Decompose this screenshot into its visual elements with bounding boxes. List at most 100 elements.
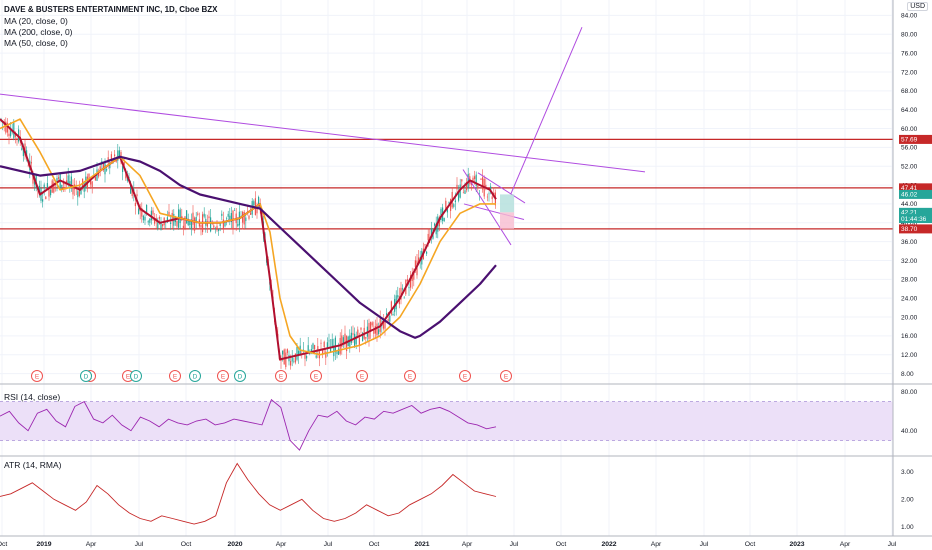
candle-body (179, 209, 181, 224)
candle-body (144, 216, 146, 221)
price-label-text: 01:44:36 (901, 216, 927, 223)
candle-body (314, 345, 316, 350)
candle-body (224, 221, 226, 227)
time-tick-label: Jul (888, 541, 897, 548)
trendline (463, 203, 525, 220)
legend-rsi[interactable]: RSI (14, close) (4, 392, 61, 402)
earnings-badge-label: E (279, 373, 284, 380)
candle-body (110, 154, 112, 161)
candle-body (320, 342, 322, 344)
candle-body (99, 166, 101, 171)
candle-body (184, 216, 186, 229)
trendlines (0, 27, 646, 246)
candle-body (322, 350, 324, 355)
candle-body (117, 150, 119, 161)
price-tick-label: 76.00 (901, 50, 918, 57)
time-tick-label: Oct (181, 541, 192, 548)
candle-body (21, 148, 23, 150)
candle-body (190, 219, 192, 230)
candle-body (34, 181, 36, 185)
atr-tick-label: 3.00 (901, 469, 914, 476)
candle-body (61, 184, 63, 188)
candle-body (123, 161, 125, 166)
candle-body (448, 202, 450, 204)
time-tick-label: 2022 (601, 541, 616, 548)
candle-body (147, 221, 149, 223)
currency-badge[interactable]: USD (907, 2, 928, 11)
price-label-text: 46.02 (901, 192, 918, 199)
candle-body (32, 173, 34, 184)
price-label-badge (899, 224, 932, 234)
time-tick-label: Oct (556, 541, 567, 548)
legend-atr[interactable]: ATR (14, RMA) (4, 460, 62, 470)
legend-ma200[interactable]: MA (200, close, 0) (4, 27, 73, 37)
candle-body (88, 173, 90, 181)
candle-body (30, 162, 32, 164)
candle-body (8, 133, 10, 137)
target-zone (500, 194, 514, 213)
candle-body (69, 181, 71, 186)
earnings-badge (459, 370, 471, 382)
candle-body (85, 176, 87, 188)
candle-body (456, 184, 458, 190)
candle-body (283, 349, 285, 365)
candle-body (203, 213, 205, 217)
earnings-badge-label: E (221, 373, 226, 380)
candle-body (491, 196, 493, 200)
candle-body (397, 295, 399, 298)
candle-body (102, 162, 104, 171)
time-tick-label: Apr (462, 541, 473, 548)
candle-body (91, 181, 93, 188)
earnings-badge-label: E (126, 373, 131, 380)
candle-body (382, 321, 384, 329)
candle-body (222, 219, 224, 229)
candle-body (350, 332, 352, 343)
candle-body (475, 174, 477, 186)
candle-body (387, 319, 389, 321)
dividend-badge-label: D (238, 373, 243, 380)
candle-body (83, 182, 85, 192)
candle-body (80, 188, 82, 195)
candle-body (317, 346, 319, 351)
candle-body (453, 204, 455, 207)
legend-ma50[interactable]: MA (50, close, 0) (4, 38, 68, 48)
candle-body (170, 222, 172, 225)
price-label-text: 42.21 (901, 210, 918, 217)
candle-body (306, 355, 308, 359)
candle-body (58, 177, 60, 179)
candle-body (197, 213, 199, 215)
candle-body (142, 215, 144, 221)
candle-body (38, 185, 40, 194)
candle-body (445, 200, 447, 210)
candle-body (326, 342, 328, 349)
candle-body (166, 217, 168, 223)
candle-body (56, 177, 58, 184)
candle-body (192, 212, 194, 225)
candle-body (406, 279, 408, 282)
candle-body (411, 273, 413, 281)
candle-body (344, 333, 346, 345)
candle-body (245, 217, 247, 222)
candle-body (307, 345, 309, 353)
candle-body (13, 122, 15, 139)
candle-body (458, 192, 460, 201)
candle-body (430, 228, 432, 236)
price-tick-label: 12.00 (901, 352, 918, 359)
candle-body (286, 349, 288, 353)
candle-body (48, 188, 50, 197)
candle-body (213, 225, 215, 228)
legend-ma20[interactable]: MA (20, close, 0) (4, 16, 68, 26)
candle-body (338, 348, 340, 355)
candle-body (219, 222, 221, 226)
candle-body (488, 193, 490, 195)
candle-body (154, 219, 156, 224)
price-label-text: 57.69 (901, 137, 918, 144)
candle-body (334, 337, 336, 353)
candle-body (157, 221, 159, 229)
atr-line (0, 462, 497, 525)
horizontal-levels (0, 138, 893, 230)
candle-body (230, 213, 232, 223)
candle-body (310, 349, 312, 353)
